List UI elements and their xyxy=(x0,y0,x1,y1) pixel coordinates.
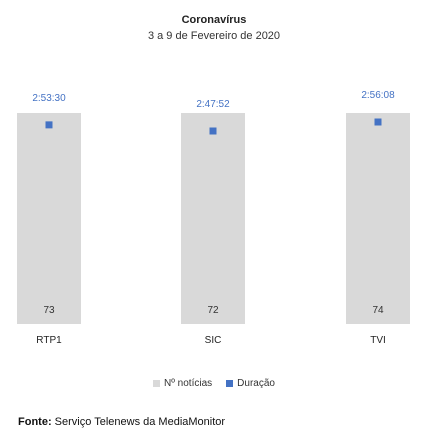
duration-point-tvi xyxy=(374,118,382,126)
legend-item-duracao: Duração xyxy=(226,378,275,389)
duration-label-rtp1: 2:53:30 xyxy=(32,93,66,104)
chart-title: Coronavírus xyxy=(181,14,247,26)
legend-label-noticias: Nº notícias xyxy=(164,378,213,389)
chart-legend: Nº notícias Duração xyxy=(0,378,428,389)
legend-item-noticias: Nº notícias xyxy=(153,378,212,389)
source-text: Serviço Telenews da MediaMonitor xyxy=(54,416,226,428)
duration-point-rtp1 xyxy=(45,121,53,129)
bar-value-label-sic: 72 xyxy=(207,305,219,316)
legend-label-duracao: Duração xyxy=(237,378,275,389)
category-label-rtp1: RTP1 xyxy=(36,335,62,346)
chart-subtitle: 3 a 9 de Fevereiro de 2020 xyxy=(147,30,281,42)
source-note: Fonte: Serviço Telenews da MediaMonitor xyxy=(18,416,225,428)
duration-label-tvi: 2:56:08 xyxy=(361,90,395,101)
bar-rtp1 xyxy=(17,113,81,324)
source-label: Fonte: xyxy=(18,416,52,428)
chart-plot-area: 73 2:53:30 RTP1 72 2:47:52 SIC 74 2:56:08 TVI xyxy=(17,90,410,346)
bar-value-label-tvi: 74 xyxy=(372,305,384,316)
category-label-sic: SIC xyxy=(205,335,222,346)
legend-swatch-noticias xyxy=(153,380,161,387)
duration-point-sic xyxy=(209,127,217,135)
duration-label-sic: 2:47:52 xyxy=(196,99,230,110)
category-label-tvi: TVI xyxy=(370,335,386,346)
bar-sic xyxy=(181,113,245,324)
legend-swatch-duracao xyxy=(226,380,234,387)
bar-value-label-rtp1: 73 xyxy=(43,305,55,316)
bar-tvi xyxy=(346,113,410,324)
